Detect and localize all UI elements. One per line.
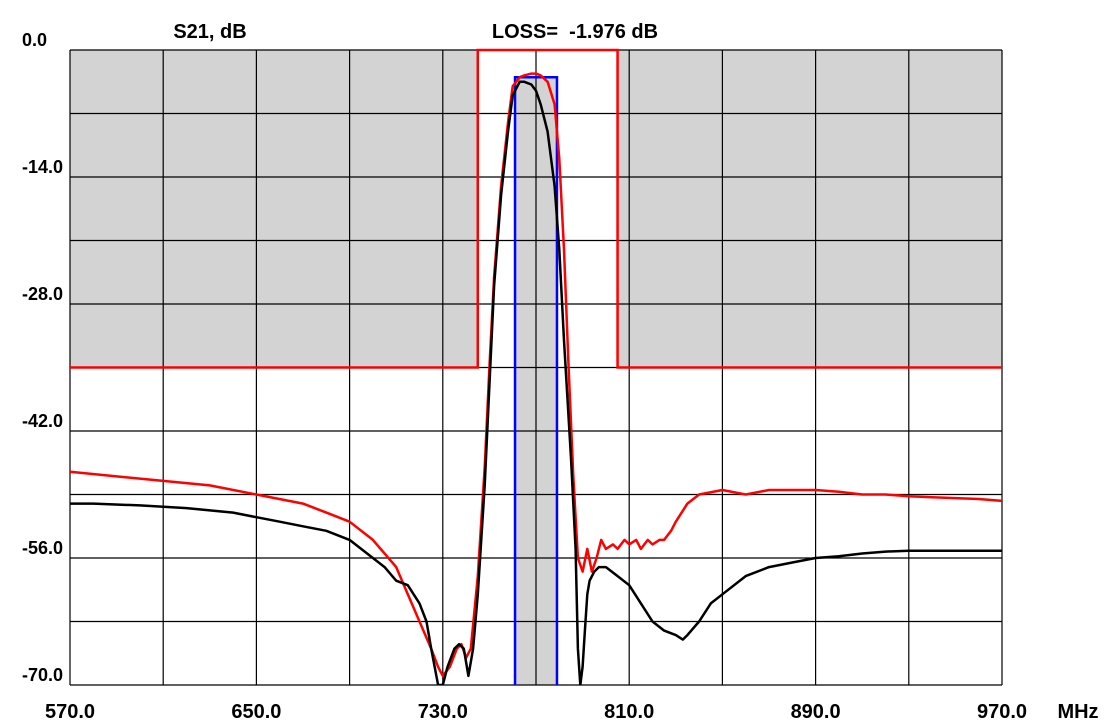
y-tick-label: -70.0 xyxy=(22,665,63,685)
passband-center-outline xyxy=(513,75,559,685)
stopband-shade-right xyxy=(617,50,1002,368)
x-tick-label: 650.0 xyxy=(231,701,281,723)
x-tick-label: 570.0 xyxy=(45,701,95,723)
filter-mask xyxy=(70,48,1002,685)
x-tick-label: 970.0 xyxy=(977,701,1027,723)
x-tick-label: 810.0 xyxy=(604,701,654,723)
loss-annotation: LOSS= -1.976 dB xyxy=(492,21,658,43)
stopband-shade-left xyxy=(70,50,478,368)
y-tick-label: -42.0 xyxy=(22,411,63,431)
x-tick-label: 890.0 xyxy=(791,701,841,723)
y-tick-labels: 0.0 -14.0 -28.0 -42.0 -56.0 -70.0 xyxy=(22,30,63,685)
y-tick-label: -56.0 xyxy=(22,538,63,558)
x-tick-labels: 570.0 650.0 730.0 810.0 890.0 970.0 xyxy=(45,701,1027,723)
data-series xyxy=(70,72,1002,685)
x-unit-label: MHz xyxy=(1057,701,1098,723)
y-tick-label: 0.0 xyxy=(22,30,47,50)
x-tick-label: 730.0 xyxy=(418,701,468,723)
mask-outline xyxy=(70,48,1002,369)
y-tick-label: -28.0 xyxy=(22,284,63,304)
y-tick-label: -14.0 xyxy=(22,157,63,177)
mask-shaded-regions xyxy=(70,50,1002,685)
chart-title: S21, dB xyxy=(173,21,246,43)
series-line-black xyxy=(70,80,1002,685)
